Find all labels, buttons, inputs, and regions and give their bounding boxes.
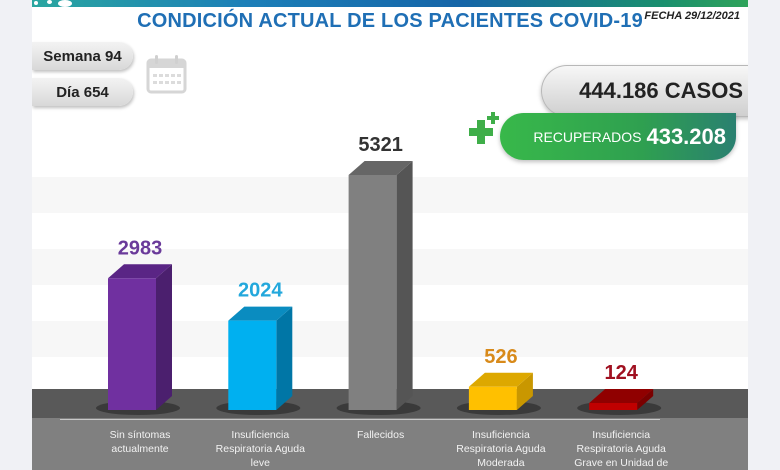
category-label: Insuficiencia Respiratoria Aguda leve: [205, 428, 315, 470]
bar: [577, 389, 662, 415]
category-label-line: Fallecidos: [356, 429, 405, 441]
plus-icon: [469, 112, 499, 144]
recovered-label: RECUPERADOS: [533, 128, 642, 145]
bar-side: [516, 372, 533, 410]
category-label-line: Respiratoria Aguda: [456, 443, 546, 455]
category-label-line: Grave en Unidad de: [574, 457, 669, 469]
bar-front: [348, 175, 397, 410]
bar-top: [108, 264, 172, 279]
bar-top: [348, 161, 413, 175]
category-label-line: Insuficiencia: [592, 429, 651, 441]
bar: [96, 264, 180, 415]
data-label: 124: [605, 362, 639, 384]
bar-side: [156, 264, 172, 410]
category-label-line: Sin síntomas: [109, 429, 171, 441]
bar: [456, 372, 541, 415]
category-label-line: Insuficiencia: [472, 429, 530, 441]
data-label: 2983: [118, 237, 163, 259]
bar-side: [637, 389, 654, 410]
dia-badge: Día 654: [32, 78, 133, 106]
bar-top: [228, 306, 293, 321]
bar-top: [589, 389, 654, 403]
category-label: Sin síntomas actualmente: [85, 428, 195, 456]
bar-front: [108, 278, 156, 410]
category-label: Insuficiencia Respiratoria Aguda Moderada: [446, 428, 556, 470]
category-label-band: [32, 418, 748, 470]
banner-splash: [47, 0, 52, 4]
category-label-line: Respiratoria Aguda: [215, 443, 305, 455]
banner-splash: [34, 1, 38, 5]
total-cases-badge: 444.186 CASOS: [541, 65, 748, 117]
bar-front: [589, 403, 638, 410]
bar-side: [396, 161, 413, 410]
bar: [336, 161, 421, 415]
category-label-line: actualmente: [111, 443, 169, 455]
bar-chart: 2983 2024 5321 526 124: [32, 134, 748, 470]
report-date: FECHA 29/12/2021: [644, 10, 740, 22]
page-title: CONDICIÓN ACTUAL DE LOS PACIENTES COVID-…: [137, 10, 643, 32]
recovered-value: 433.208: [646, 123, 726, 149]
category-label-line: Respiratoria Aguda: [576, 443, 666, 455]
category-label: Insuficiencia Respiratoria Aguda Grave en …: [566, 428, 676, 470]
data-label: 526: [484, 346, 517, 368]
category-label-line: Insuficiencia: [231, 429, 290, 441]
banner-splash: [58, 0, 72, 7]
bar-side: [276, 306, 293, 410]
recovered-badge: RECUPERADOS 433.208: [500, 113, 736, 160]
bar: [216, 306, 301, 415]
bar-front: [228, 320, 277, 410]
top-banner: [32, 0, 748, 7]
calendar-icon: [146, 55, 187, 94]
data-label: 5321: [358, 134, 403, 156]
data-label: 2024: [238, 280, 283, 302]
category-label: Fallecidos: [326, 428, 436, 442]
category-label-line: leve: [250, 457, 270, 469]
bar-top: [468, 372, 533, 387]
category-label-line: Moderada: [477, 457, 525, 469]
bar-front: [468, 386, 517, 410]
infographic-panel: CONDICIÓN ACTUAL DE LOS PACIENTES COVID-…: [32, 0, 748, 470]
semana-badge: Semana 94: [32, 42, 133, 70]
